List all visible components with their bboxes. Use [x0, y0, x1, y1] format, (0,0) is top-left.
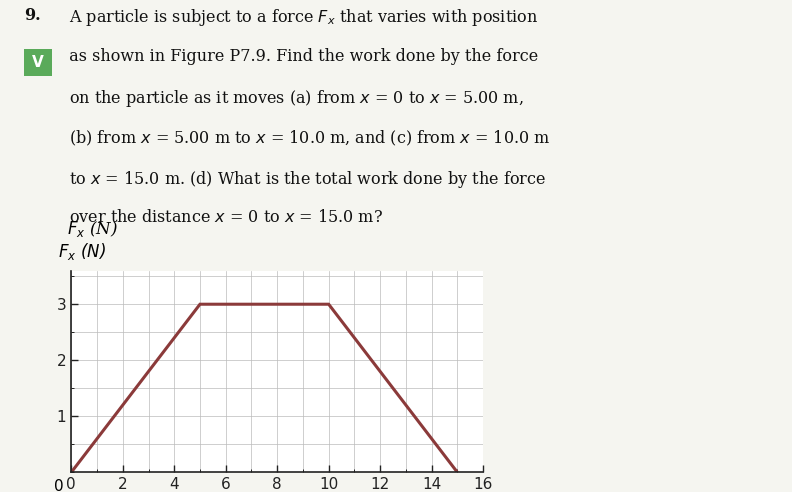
Text: A particle is subject to a force $F_x$ that varies with position: A particle is subject to a force $F_x$ t…	[59, 7, 539, 29]
Text: 0: 0	[54, 479, 63, 492]
Text: 9.: 9.	[24, 7, 40, 25]
Text: to $x$ = 15.0 m. (d) What is the total work done by the force: to $x$ = 15.0 m. (d) What is the total w…	[59, 169, 546, 190]
Text: as shown in Figure P7.9. Find the work done by the force: as shown in Figure P7.9. Find the work d…	[59, 48, 539, 65]
Text: over the distance $x$ = 0 to $x$ = 15.0 m?: over the distance $x$ = 0 to $x$ = 15.0 …	[59, 209, 383, 226]
Text: on the particle as it moves (a) from $x$ = 0 to $x$ = 5.00 m,: on the particle as it moves (a) from $x$…	[59, 88, 524, 109]
Text: $F_x$ (N): $F_x$ (N)	[59, 241, 106, 262]
Text: V: V	[32, 55, 44, 70]
Text: (b) from $x$ = 5.00 m to $x$ = 10.0 m, and (c) from $x$ = 10.0 m: (b) from $x$ = 5.00 m to $x$ = 10.0 m, a…	[59, 128, 550, 148]
Text: $F_x$ (N): $F_x$ (N)	[67, 218, 118, 239]
